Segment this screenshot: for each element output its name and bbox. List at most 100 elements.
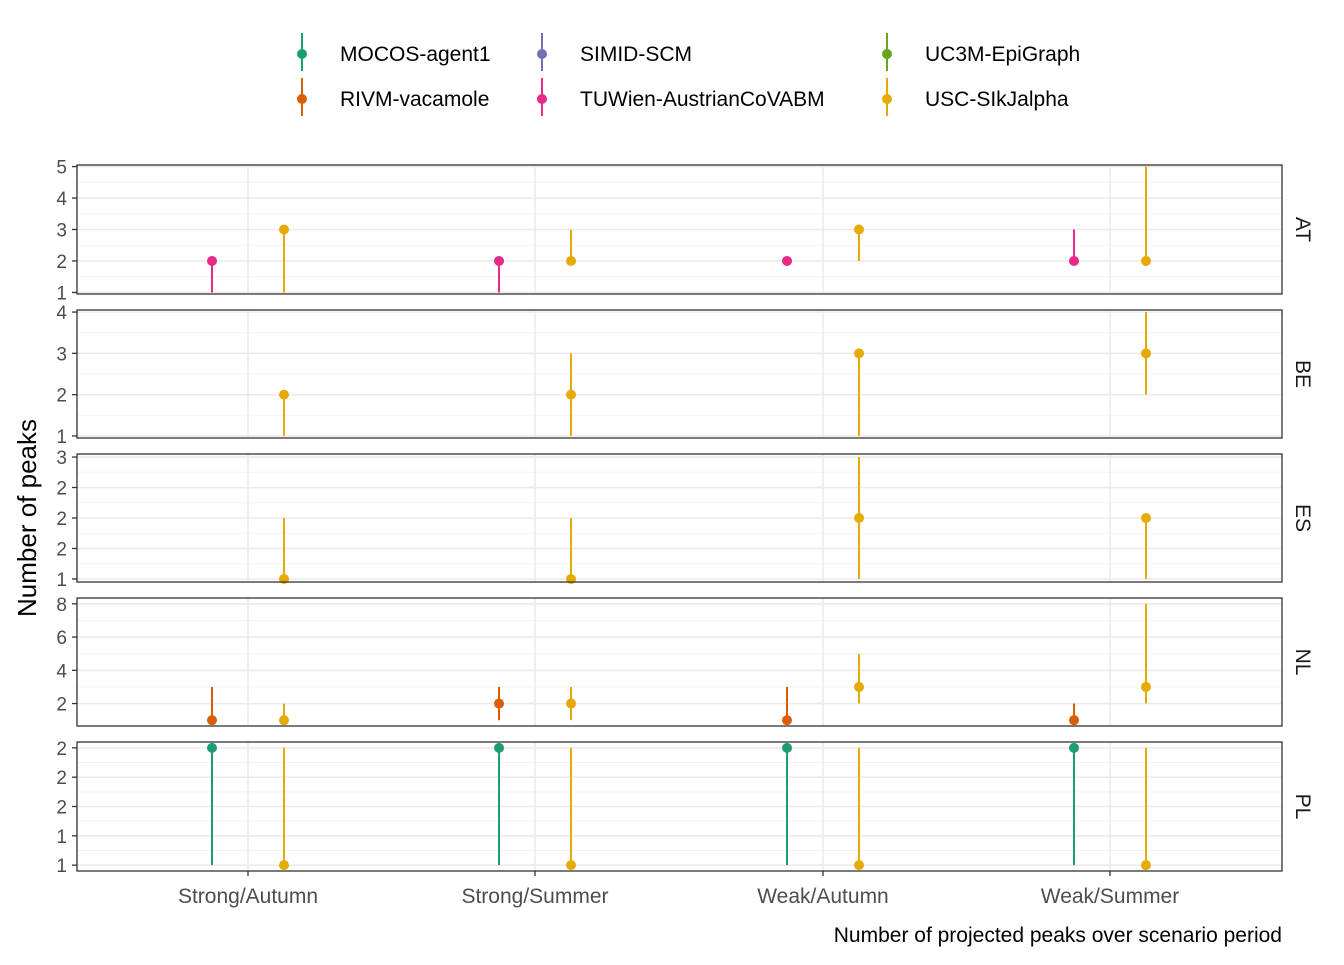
data-point-usc-sikjalpha <box>854 224 864 261</box>
median-point <box>854 681 864 692</box>
data-point-usc-sikjalpha <box>854 457 864 579</box>
data-point-mocos-agent1 <box>207 742 217 866</box>
data-point-usc-sikjalpha <box>1141 513 1151 579</box>
median-point <box>279 860 289 871</box>
y-tick-label: 1 <box>56 827 67 848</box>
panel-be: 1 2 3 4 BE <box>56 303 1314 448</box>
median-point <box>854 860 864 871</box>
data-point-tuwien-austriancovabm <box>494 255 504 293</box>
median-point <box>279 389 289 400</box>
x-tick-label: Strong/Autumn <box>178 885 318 908</box>
median-point <box>782 742 792 753</box>
data-point-tuwien-austriancovabm <box>782 255 792 266</box>
median-point <box>854 348 864 359</box>
x-tick-label: Weak/Summer <box>1041 885 1179 908</box>
x-axis: Strong/Autumn Strong/Summer Weak/Autumn Wea… <box>178 871 1179 908</box>
data-point-usc-sikjalpha <box>566 518 576 584</box>
median-point <box>1141 860 1151 871</box>
data-point-usc-sikjalpha <box>1141 747 1151 871</box>
y-tick-label: 2 <box>56 768 67 789</box>
median-point <box>566 255 576 266</box>
median-point <box>1069 715 1079 726</box>
panel-pl: 1 1 2 2 2 PL <box>56 739 1314 877</box>
panel-border <box>76 597 1283 727</box>
legend-label: SIMID-SCM <box>580 43 692 66</box>
data-point-rivm-vacamole <box>782 686 792 726</box>
y-tick-label: 3 <box>56 344 67 365</box>
median-point <box>279 224 289 235</box>
legend-label: RIVM-vacamole <box>340 88 489 111</box>
y-tick-label: 1 <box>56 570 67 591</box>
x-tick-label: Strong/Summer <box>461 885 608 908</box>
median-point <box>566 389 576 400</box>
panel-at: 1 2 3 4 5 AT <box>56 158 1314 305</box>
y-tick-label: 1 <box>56 427 67 448</box>
median-point <box>207 255 217 266</box>
data-point-mocos-agent1 <box>494 742 504 866</box>
y-tick-label: 4 <box>56 189 67 210</box>
y-tick-label: 8 <box>56 595 67 616</box>
panel-nl: 2 4 6 8 NL <box>56 595 1314 727</box>
y-tick-label: 3 <box>56 448 67 469</box>
data-point-rivm-vacamole <box>207 686 217 726</box>
legend-item-simid-scm: SIMID-SCM <box>537 33 692 71</box>
legend-label: UC3M-EpiGraph <box>925 43 1080 66</box>
legend-key-point <box>537 49 547 59</box>
median-point <box>494 698 504 709</box>
data-point-rivm-vacamole <box>494 686 504 721</box>
panel-es: 1 2 2 2 3 ES <box>56 448 1314 591</box>
median-point <box>1141 513 1151 523</box>
median-point <box>1069 255 1079 266</box>
legend-key-point <box>537 94 547 104</box>
data-point-usc-sikjalpha <box>1141 603 1151 704</box>
y-tick-label: 2 <box>56 386 67 407</box>
y-tick-label: 2 <box>56 252 67 273</box>
legend-key-point <box>882 94 892 104</box>
y-tick-label: 1 <box>56 856 67 877</box>
y-tick-label: 2 <box>56 739 67 760</box>
median-point <box>494 742 504 753</box>
y-tick-label: 2 <box>56 509 67 530</box>
data-point-tuwien-austriancovabm <box>207 255 217 293</box>
median-point <box>854 513 864 523</box>
data-point-usc-sikjalpha <box>566 747 576 871</box>
legend-label: USC-SIkJalpha <box>925 88 1069 111</box>
y-tick-label: 2 <box>56 479 67 500</box>
facet-label: PL <box>1291 794 1314 820</box>
data-point-usc-sikjalpha <box>854 348 864 436</box>
median-point <box>782 715 792 726</box>
y-tick-label: 2 <box>56 798 67 819</box>
x-axis-title: Number of projected peaks over scenario … <box>834 924 1282 947</box>
median-point <box>279 715 289 726</box>
data-point-usc-sikjalpha <box>1141 166 1151 266</box>
facet-label: ES <box>1291 504 1314 532</box>
data-point-usc-sikjalpha <box>1141 312 1151 395</box>
legend-key-point <box>297 94 307 104</box>
legend-key-point <box>297 49 307 59</box>
median-point <box>494 255 504 266</box>
legend: MOCOS-agent1 SIMID-SCM UC3M-EpiGraph RIVM-v… <box>297 33 1080 116</box>
median-point <box>566 698 576 709</box>
data-point-mocos-agent1 <box>782 742 792 866</box>
legend-item-mocos-agent1: MOCOS-agent1 <box>297 33 491 71</box>
y-axis-title: Number of peaks <box>12 419 42 617</box>
y-tick-label: 1 <box>56 283 67 304</box>
facet-label: BE <box>1291 360 1314 388</box>
facet-label: AT <box>1291 217 1314 242</box>
data-point-usc-sikjalpha <box>279 747 289 871</box>
data-point-usc-sikjalpha <box>566 686 576 721</box>
median-point <box>566 860 576 871</box>
legend-label: MOCOS-agent1 <box>340 43 491 66</box>
y-tick-label: 5 <box>56 158 67 179</box>
data-point-tuwien-austriancovabm <box>1069 229 1079 266</box>
y-tick-label: 6 <box>56 628 67 649</box>
data-point-usc-sikjalpha <box>854 747 864 871</box>
data-point-usc-sikjalpha <box>566 353 576 436</box>
legend-key-point <box>882 49 892 59</box>
y-tick-label: 2 <box>56 695 67 716</box>
median-point <box>782 255 792 266</box>
median-point <box>1141 681 1151 692</box>
data-point-usc-sikjalpha <box>279 518 289 584</box>
facet-panels: 1 2 3 4 5 AT 1 2 3 4 BE 1 2 2 2 3 ES 2 4 6 8 NL 1 1 2 2 2 PL <box>56 158 1314 878</box>
